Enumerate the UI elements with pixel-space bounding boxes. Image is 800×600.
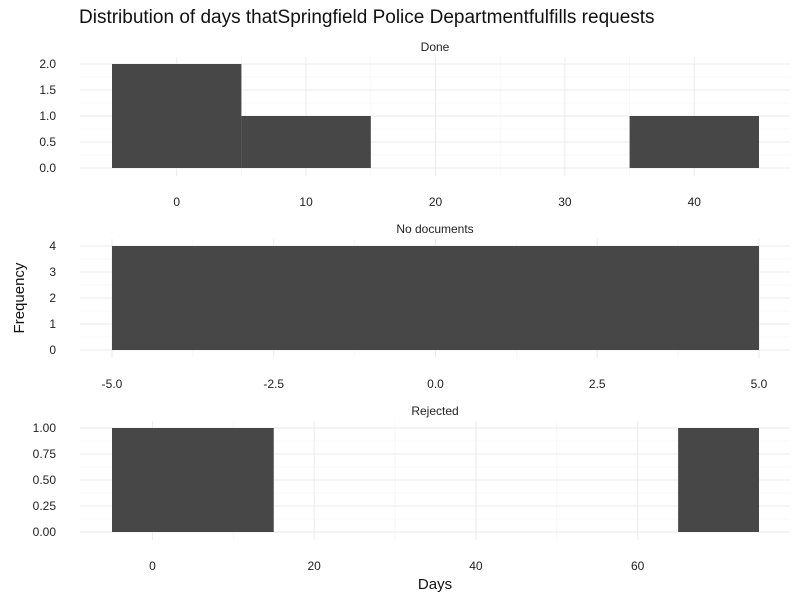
x-tick-label: 40 [688,195,702,209]
x-tick-label: -2.5 [263,377,284,391]
facet-panel-1: No documents 0 1 2 3 4 -5.0 -2.5 0.0 2.5 5.0 [49,222,790,391]
histogram-bar [112,428,274,532]
y-tick-label: 2.0 [39,57,56,71]
x-tick-label: 60 [631,559,645,573]
facet-strip-label: No documents [396,222,473,236]
facet-strip-label: Rejected [411,404,458,418]
y-axis-title: Frequency [11,262,28,333]
x-tick-label: 20 [429,195,443,209]
y-tick-label: 1.00 [33,421,57,435]
histogram-bar [241,116,371,168]
y-tick-label: 0.0 [39,161,56,175]
x-tick-label: 0.0 [427,377,444,391]
facet-strip-label: Done [421,40,450,54]
y-tick-label: 1.5 [39,83,56,97]
histogram-bar [629,116,759,168]
y-tick-label: 0.00 [33,525,57,539]
x-tick-label: 5.0 [751,377,768,391]
histogram-bar [112,64,242,168]
x-tick-label: 10 [299,195,313,209]
y-tick-label: 2 [49,291,56,305]
x-tick-label: 0 [173,195,180,209]
x-axis-title: Days [418,576,452,593]
histogram-bar [112,246,759,350]
x-tick-label: 2.5 [589,377,606,391]
x-tick-label: 20 [308,559,322,573]
x-tick-label: 0 [149,559,156,573]
x-tick-label: 30 [558,195,572,209]
facet-panel-2: Rejected 0.00 0.25 0.50 0.75 1.00 0 20 40 60 [33,404,790,573]
y-tick-label: 0.5 [39,135,56,149]
x-tick-label: -5.0 [102,377,123,391]
y-tick-label: 0.75 [33,447,57,461]
y-tick-label: 1.0 [39,109,56,123]
y-tick-label: 0.50 [33,473,57,487]
y-tick-label: 0 [49,343,56,357]
y-tick-label: 3 [49,265,56,279]
y-tick-label: 1 [49,317,56,331]
y-tick-label: 4 [49,239,56,253]
y-tick-label: 0.25 [33,499,57,513]
x-tick-label: 40 [469,559,483,573]
histogram-bar [678,428,759,532]
facet-panel-0: Done 0.0 0.5 1.0 1.5 2.0 0 10 20 30 40 [39,40,790,209]
chart-title: Distribution of days thatSpringfield Pol… [79,7,655,28]
